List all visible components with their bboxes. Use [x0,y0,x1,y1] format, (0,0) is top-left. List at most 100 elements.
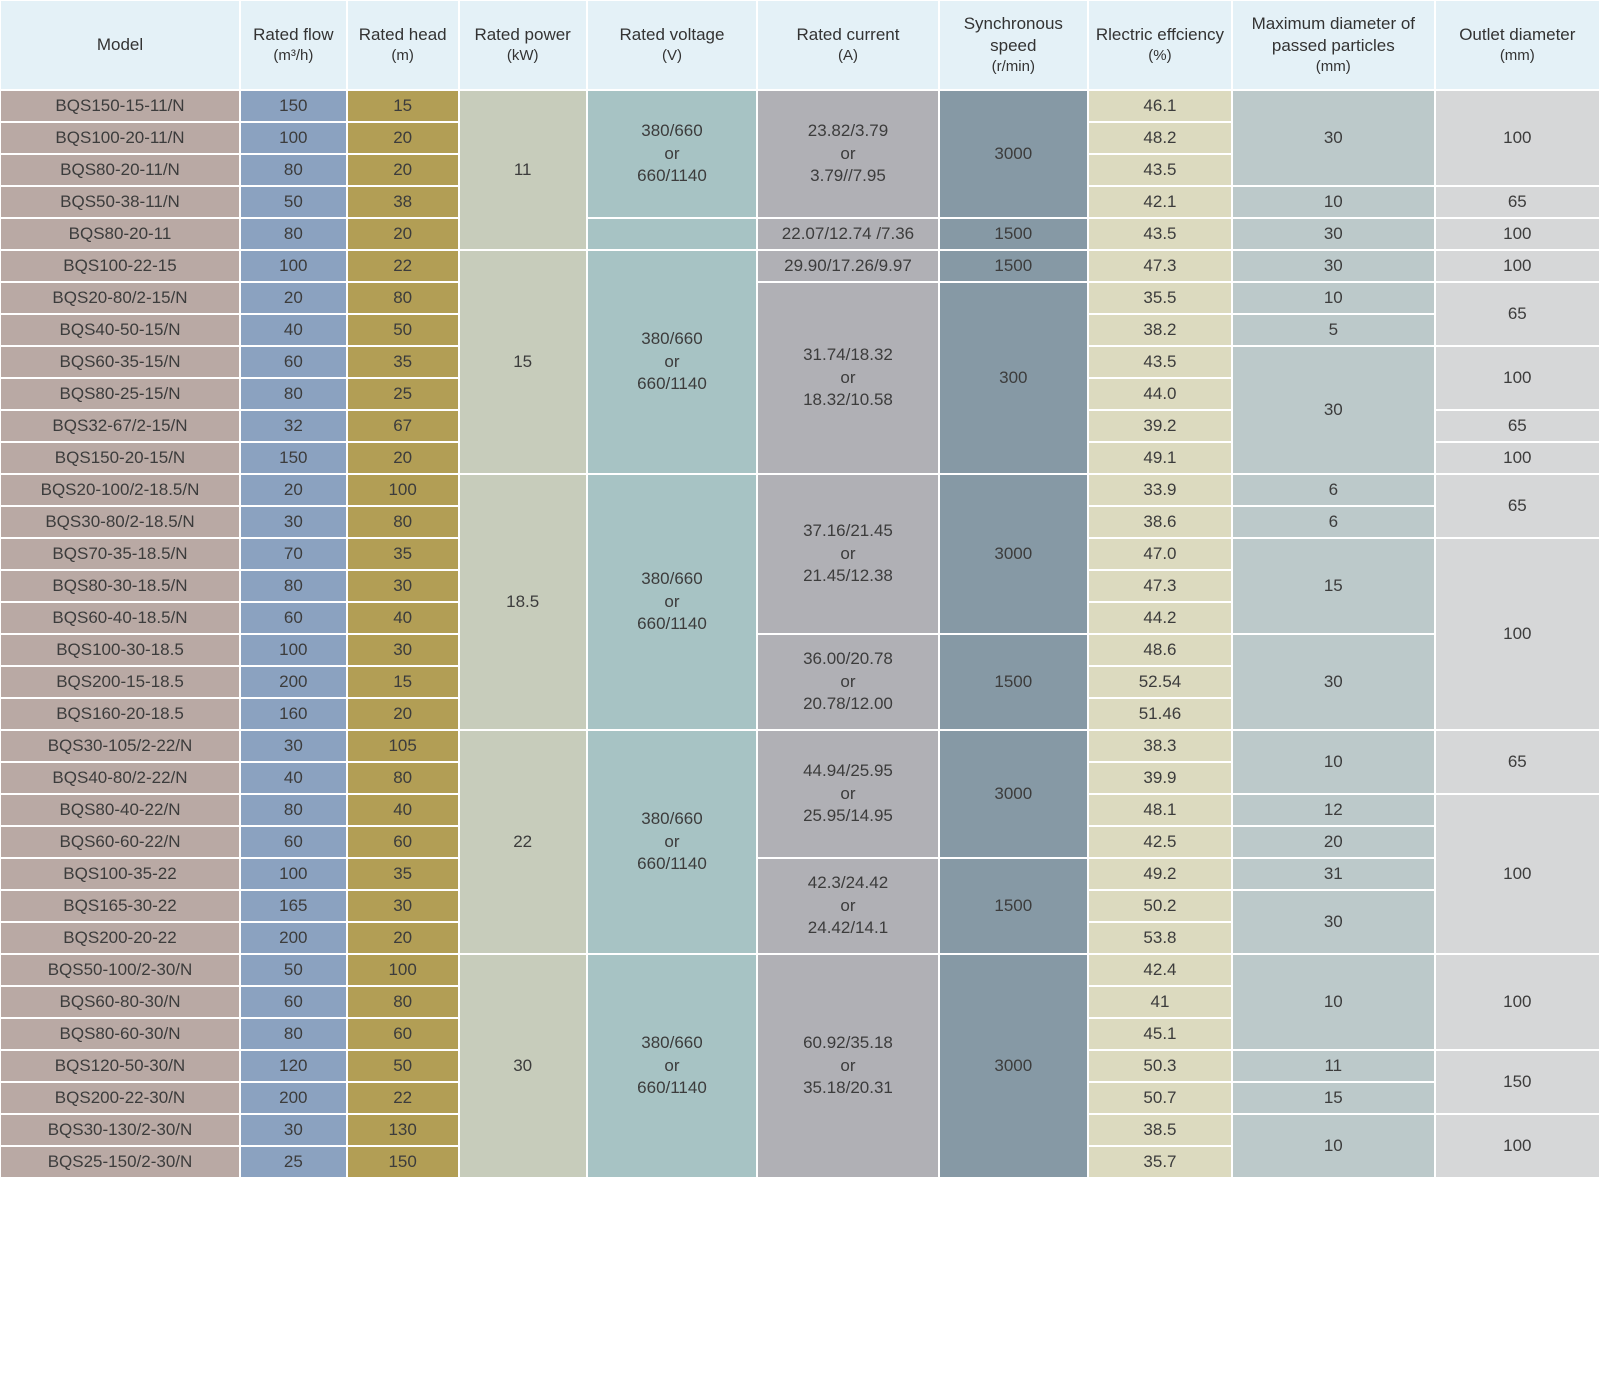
sync-speed-cell: 1500 [939,634,1088,730]
efficiency-cell: 48.1 [1088,794,1232,826]
outlet-diameter-cell: 65 [1435,186,1600,218]
outlet-diameter-cell: 100 [1435,442,1600,474]
rated-flow-cell: 50 [240,954,347,986]
particle-diameter-cell: 10 [1232,730,1435,794]
model-cell: BQS100-35-22 [0,858,240,890]
rated-head-cell: 22 [347,250,459,282]
rated-head-cell: 15 [347,666,459,698]
model-cell: BQS100-30-18.5 [0,634,240,666]
sync-speed-cell: 1500 [939,858,1088,954]
model-cell: BQS100-22-15 [0,250,240,282]
header-sublabel: (m³/h) [247,46,340,66]
particle-diameter-cell: 5 [1232,314,1435,346]
particle-diameter-cell: 10 [1232,954,1435,1050]
rated-flow-cell: 80 [240,218,347,250]
model-cell: BQS200-22-30/N [0,1082,240,1114]
rated-head-cell: 80 [347,986,459,1018]
model-cell: BQS80-25-15/N [0,378,240,410]
rated-current-cell: 22.07/12.74 /7.36 [757,218,938,250]
efficiency-cell: 49.2 [1088,858,1232,890]
model-cell: BQS32-67/2-15/N [0,410,240,442]
rated-current-cell: 31.74/18.32or18.32/10.58 [757,282,938,474]
header-rated-head-cell: Rated head(m) [347,0,459,90]
rated-power-cell: 30 [459,954,587,1178]
particle-diameter-cell: 12 [1232,794,1435,826]
model-cell: BQS80-20-11/N [0,154,240,186]
rated-head-cell: 35 [347,538,459,570]
model-cell: BQS50-38-11/N [0,186,240,218]
efficiency-cell: 35.7 [1088,1146,1232,1178]
table-row: BQS150-15-11/N1501511380/660or660/114023… [0,90,1600,122]
rated-head-cell: 30 [347,570,459,602]
outlet-diameter-cell: 100 [1435,1114,1600,1178]
rated-head-cell: 22 [347,1082,459,1114]
efficiency-cell: 33.9 [1088,474,1232,506]
header-label: Outlet diameter [1459,25,1575,44]
rated-power-cell: 18.5 [459,474,587,730]
rated-flow-cell: 25 [240,1146,347,1178]
table-row: BQS20-100/2-18.5/N2010018.5380/660or660/… [0,474,1600,506]
rated-flow-cell: 40 [240,314,347,346]
outlet-diameter-cell: 100 [1435,218,1600,250]
outlet-diameter-cell: 100 [1435,90,1600,186]
efficiency-cell: 45.1 [1088,1018,1232,1050]
particle-diameter-cell: 30 [1232,250,1435,282]
table-row: BQS30-105/2-22/N3010522380/660or660/1140… [0,730,1600,762]
rated-flow-cell: 32 [240,410,347,442]
rated-head-cell: 20 [347,698,459,730]
header-rated-power-cell: Rated power(kW) [459,0,587,90]
rated-flow-cell: 165 [240,890,347,922]
particle-diameter-cell: 30 [1232,634,1435,730]
model-cell: BQS70-35-18.5/N [0,538,240,570]
rated-flow-cell: 200 [240,922,347,954]
header-label: Maximum diameter of passed particles [1252,14,1415,55]
efficiency-cell: 42.1 [1088,186,1232,218]
model-cell: BQS80-40-22/N [0,794,240,826]
particle-diameter-cell: 30 [1232,890,1435,954]
rated-head-cell: 60 [347,1018,459,1050]
rated-flow-cell: 70 [240,538,347,570]
particle-diameter-cell: 15 [1232,538,1435,634]
rated-current-cell: 37.16/21.45or21.45/12.38 [757,474,938,634]
particle-diameter-cell: 10 [1232,186,1435,218]
model-cell: BQS60-40-18.5/N [0,602,240,634]
header-model-cell: Model [0,0,240,90]
rated-head-cell: 20 [347,154,459,186]
outlet-diameter-cell: 100 [1435,954,1600,1050]
efficiency-cell: 47.0 [1088,538,1232,570]
rated-flow-cell: 30 [240,506,347,538]
particle-diameter-cell: 30 [1232,346,1435,474]
rated-flow-cell: 60 [240,986,347,1018]
rated-flow-cell: 200 [240,1082,347,1114]
efficiency-cell: 44.2 [1088,602,1232,634]
particle-diameter-cell: 6 [1232,474,1435,506]
rated-head-cell: 100 [347,474,459,506]
model-cell: BQS60-80-30/N [0,986,240,1018]
efficiency-cell: 53.8 [1088,922,1232,954]
rated-flow-cell: 30 [240,730,347,762]
model-cell: BQS200-20-22 [0,922,240,954]
rated-voltage-cell: 380/660or660/1140 [587,954,758,1178]
efficiency-cell: 38.2 [1088,314,1232,346]
header-sublabel: (V) [594,46,751,66]
sync-speed-cell: 3000 [939,954,1088,1178]
rated-current-cell: 29.90/17.26/9.97 [757,250,938,282]
model-cell: BQS20-100/2-18.5/N [0,474,240,506]
sync-speed-cell: 1500 [939,250,1088,282]
rated-current-cell: 36.00/20.78or20.78/12.00 [757,634,938,730]
header-rated-flow-cell: Rated flow(m³/h) [240,0,347,90]
model-cell: BQS150-20-15/N [0,442,240,474]
header-particle-diameter-cell: Maximum diameter of passed particles(mm) [1232,0,1435,90]
header-sync-speed-cell: Synchronous speed(r/min) [939,0,1088,90]
particle-diameter-cell: 20 [1232,826,1435,858]
rated-flow-cell: 80 [240,154,347,186]
rated-voltage-cell: 380/660or660/1140 [587,250,758,474]
header-sublabel: (%) [1095,46,1225,66]
particle-diameter-cell: 6 [1232,506,1435,538]
model-cell: BQS30-80/2-18.5/N [0,506,240,538]
rated-flow-cell: 80 [240,794,347,826]
header-sublabel: (mm) [1442,46,1593,66]
efficiency-cell: 47.3 [1088,250,1232,282]
rated-current-cell: 23.82/3.79or3.79//7.95 [757,90,938,218]
rated-current-cell: 60.92/35.18or35.18/20.31 [757,954,938,1178]
